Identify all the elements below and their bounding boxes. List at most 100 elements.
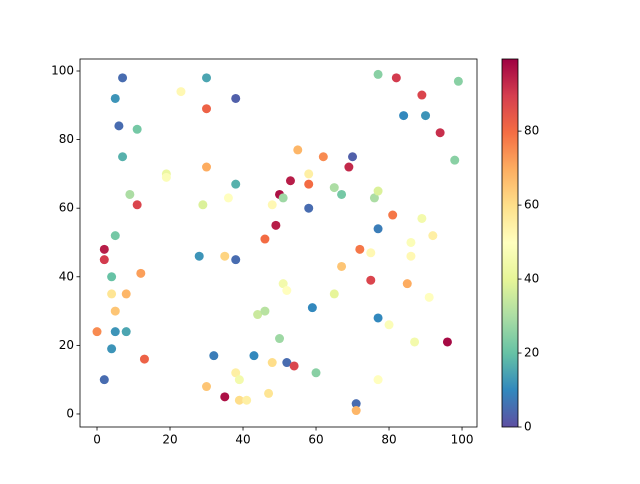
point	[249, 351, 259, 361]
point	[410, 337, 420, 347]
point	[402, 279, 412, 289]
point	[202, 382, 212, 392]
point	[388, 210, 398, 220]
y-tick-label: 80	[59, 132, 74, 146]
point	[223, 193, 233, 203]
point	[435, 128, 445, 138]
y-tick-label: 40	[59, 269, 74, 283]
point	[442, 337, 452, 347]
point	[351, 406, 361, 416]
plot-area	[79, 58, 478, 428]
point	[136, 268, 146, 278]
point	[289, 361, 299, 371]
point	[267, 358, 277, 368]
point	[369, 193, 379, 203]
x-tick-label: 0	[93, 433, 101, 447]
x-tick-label: 20	[162, 433, 177, 447]
point	[242, 395, 252, 405]
point	[428, 231, 438, 241]
point	[282, 286, 292, 296]
point	[99, 375, 109, 385]
colorbar-tick-label: 0	[524, 420, 532, 434]
point	[260, 306, 270, 316]
point	[311, 368, 321, 378]
point	[202, 73, 212, 83]
point	[209, 351, 219, 361]
point	[231, 255, 241, 265]
point	[278, 279, 288, 289]
point	[194, 251, 204, 261]
colorbar-tick-label: 60	[524, 198, 539, 212]
point	[92, 327, 102, 337]
x-tick-label: 40	[235, 433, 250, 447]
point	[424, 292, 434, 302]
point	[373, 375, 383, 385]
point	[264, 388, 274, 398]
point	[329, 183, 339, 193]
point	[293, 145, 303, 155]
point	[351, 399, 361, 409]
point	[132, 124, 142, 134]
point	[110, 306, 120, 316]
point	[161, 172, 171, 182]
x-tick-label: 60	[308, 433, 323, 447]
point	[253, 310, 263, 320]
point	[110, 93, 120, 103]
point	[198, 200, 208, 210]
point	[176, 87, 186, 97]
point	[318, 152, 328, 162]
point	[337, 261, 347, 271]
point	[121, 327, 131, 337]
point	[282, 358, 292, 368]
point	[307, 303, 317, 313]
point	[384, 320, 394, 330]
y-tick-label: 0	[66, 406, 74, 420]
point	[220, 251, 230, 261]
point	[399, 111, 409, 121]
point	[348, 152, 358, 162]
point	[114, 121, 124, 131]
colorbar-tick-label: 80	[524, 124, 539, 138]
point	[450, 155, 460, 165]
point	[107, 272, 117, 282]
point	[278, 193, 288, 203]
point	[107, 289, 117, 299]
point	[285, 176, 295, 186]
point	[110, 327, 120, 337]
point	[391, 73, 401, 83]
x-tick-label: 80	[381, 433, 396, 447]
point	[406, 251, 416, 261]
point	[231, 368, 241, 378]
point	[373, 224, 383, 234]
point	[231, 93, 241, 103]
point	[337, 189, 347, 199]
point	[107, 344, 117, 354]
point	[202, 104, 212, 114]
point	[260, 234, 270, 244]
point	[373, 186, 383, 196]
point	[234, 375, 244, 385]
point	[329, 289, 339, 299]
point	[366, 275, 376, 285]
point	[453, 76, 463, 86]
y-tick-label: 100	[51, 64, 74, 78]
y-tick-label: 60	[59, 201, 74, 215]
point	[406, 237, 416, 247]
point	[125, 189, 135, 199]
point	[366, 248, 376, 258]
point	[304, 169, 314, 179]
x-tick-label: 100	[451, 433, 474, 447]
point	[344, 162, 354, 172]
colorbar-tick-label: 40	[524, 272, 539, 286]
point	[304, 179, 314, 189]
point	[373, 313, 383, 323]
point	[118, 152, 128, 162]
point	[110, 231, 120, 241]
point	[417, 90, 427, 100]
point	[275, 334, 285, 344]
point	[118, 73, 128, 83]
point	[304, 203, 314, 213]
colorbar-tick-label: 20	[524, 346, 539, 360]
colorbar	[501, 58, 519, 428]
